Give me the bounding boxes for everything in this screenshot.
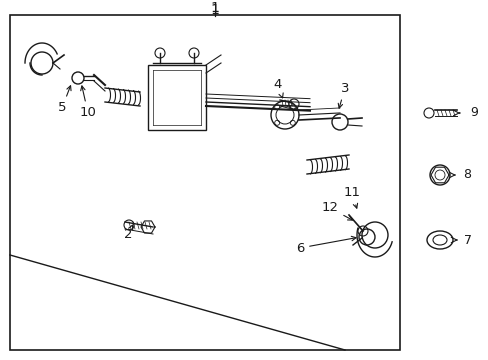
Bar (10, 15, 399, 350)
Text: 5: 5 (58, 86, 71, 114)
Text: 4: 4 (273, 78, 283, 98)
Text: 3: 3 (338, 81, 348, 108)
Text: 11: 11 (343, 186, 360, 208)
Text: 1: 1 (210, 3, 219, 17)
Text: 6: 6 (295, 237, 355, 255)
Text: 8: 8 (462, 168, 470, 181)
Bar (148, 65, 205, 130)
Text: 1: 1 (210, 1, 219, 15)
Text: 10: 10 (80, 86, 96, 120)
Text: 2: 2 (123, 225, 132, 242)
Text: 7: 7 (463, 234, 471, 247)
Text: 12: 12 (321, 202, 352, 220)
Text: 9: 9 (469, 107, 477, 120)
